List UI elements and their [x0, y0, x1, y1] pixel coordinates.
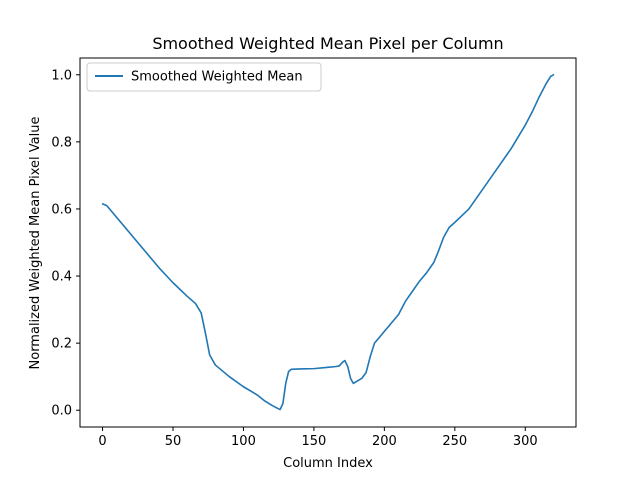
x-tick-label: 0: [98, 434, 106, 449]
series-line-smoothed-weighted-mean: [101, 73, 555, 411]
y-axis-ticks: 0.0 0.2 0.4 0.6 0.8 1.0: [51, 68, 80, 419]
y-tick-label: 0.2: [51, 337, 72, 352]
x-tick-label: 150: [301, 434, 326, 449]
chart-title: Smoothed Weighted Mean Pixel per Column: [152, 34, 503, 53]
y-tick-label: 0.8: [51, 135, 72, 150]
x-tick-label: 200: [372, 434, 397, 449]
y-tick-label: 1.0: [51, 68, 72, 83]
x-tick-label: 100: [231, 434, 256, 449]
x-tick-label: 250: [442, 434, 467, 449]
y-tick-label: 0.0: [51, 404, 72, 419]
x-axis-ticks: 0 50 100 150 200 250 300: [98, 427, 538, 449]
legend-entry-label: Smoothed Weighted Mean: [131, 70, 303, 85]
y-axis-label: Normalized Weighted Mean Pixel Value: [28, 117, 43, 370]
axes-frame: [79, 57, 577, 428]
x-axis-label: Column Index: [283, 456, 373, 471]
x-tick-label: 50: [165, 434, 182, 449]
legend-box: [86, 62, 322, 92]
x-tick-label: 300: [513, 434, 538, 449]
y-tick-label: 0.4: [51, 270, 72, 285]
legend: Smoothed Weighted Mean: [86, 62, 322, 92]
y-tick-label: 0.6: [51, 202, 72, 217]
plot-area: [79, 57, 577, 428]
